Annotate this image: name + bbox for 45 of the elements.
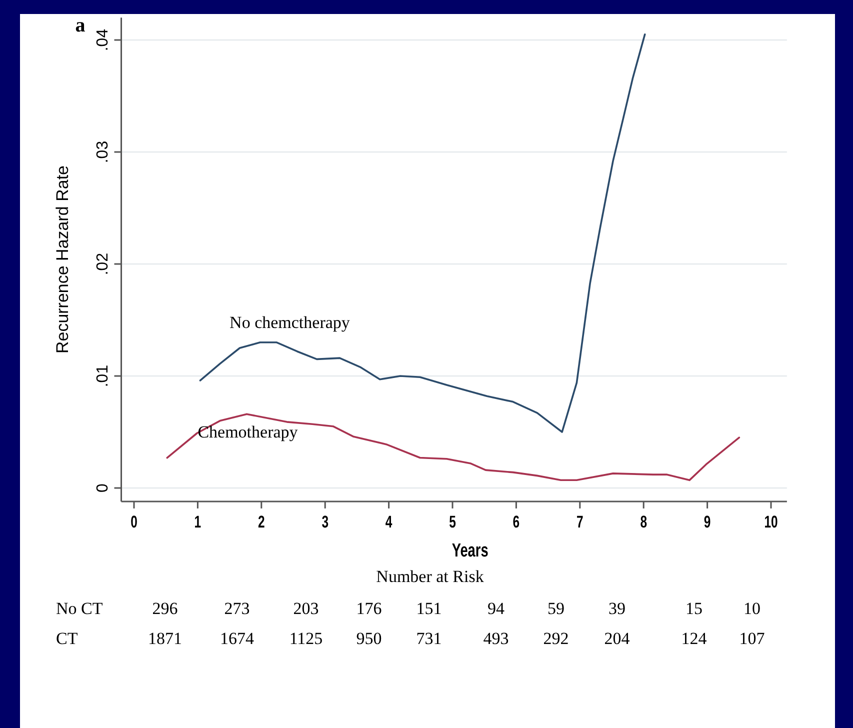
text: No CT — [56, 599, 104, 618]
text: CT — [56, 629, 78, 648]
text: 151 — [416, 599, 442, 618]
text: 203 — [293, 599, 319, 618]
x-tick-label: 10 — [764, 514, 778, 532]
text: Number at Risk — [376, 567, 484, 586]
series-label: Chemotherapy — [198, 422, 298, 442]
y-axis-title: Recurrence Hazard Rate — [53, 166, 72, 354]
x-tick-label: 3 — [322, 514, 328, 532]
y-tick-label: .03 — [94, 140, 112, 164]
text: 1125 — [289, 629, 323, 648]
x-tick-label: 2 — [258, 514, 265, 532]
x-tick-label: 1 — [194, 514, 202, 532]
x-tick-label: 6 — [512, 514, 520, 532]
y-tick-label: .04 — [94, 28, 112, 52]
x-tick-label: 5 — [449, 514, 456, 532]
y-tick-label: .02 — [94, 252, 112, 276]
text: 1674 — [220, 629, 254, 648]
y-tick-label: 0 — [94, 483, 112, 492]
text: a — [75, 14, 86, 37]
text: 39 — [608, 599, 626, 618]
text: 493 — [483, 629, 509, 648]
x-tick-label: 0 — [130, 514, 138, 532]
text: 124 — [681, 629, 708, 648]
x-tick-label: 9 — [704, 514, 711, 532]
text: 204 — [604, 629, 630, 648]
text: 731 — [416, 629, 442, 648]
line-series — [166, 413, 740, 482]
text: 59 — [548, 599, 564, 618]
x-tick-label: 7 — [576, 514, 584, 532]
x-axis-title: Years — [452, 539, 488, 562]
series-label: No chemctherapy — [230, 312, 350, 332]
text: 292 — [543, 629, 569, 648]
x-tick-label: 8 — [640, 514, 647, 532]
x-tick-label: 4 — [385, 514, 393, 532]
text: 10 — [744, 599, 760, 618]
text: 94 — [488, 599, 505, 618]
text: 950 — [356, 629, 382, 648]
text: 273 — [224, 599, 250, 618]
text: 107 — [739, 629, 766, 648]
y-tick-label: .01 — [94, 364, 112, 388]
text: 296 — [152, 599, 178, 618]
text: 1871 — [148, 629, 182, 648]
text: 176 — [356, 599, 382, 618]
text: 15 — [686, 599, 702, 618]
